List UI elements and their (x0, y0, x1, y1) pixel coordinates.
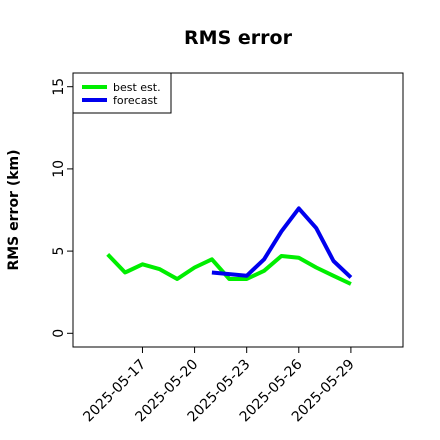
y-axis: 0 5 10 15 (51, 78, 74, 338)
y-tick-label: 15 (51, 78, 67, 96)
y-tick-label: 5 (51, 247, 67, 256)
plot-frame (72, 72, 404, 348)
series-line-1 (211, 206, 353, 279)
legend-box (72, 72, 172, 114)
y-tick-label: 10 (51, 160, 67, 178)
chart-title: RMS error (184, 27, 293, 49)
series-layer (106, 206, 353, 286)
legend: best est.forecast (72, 72, 172, 114)
legend-label: forecast (113, 94, 158, 107)
legend-label: best est. (113, 81, 161, 94)
series-line-0 (106, 253, 352, 286)
x-axis: 2025-05-172025-05-202025-05-232025-05-26… (80, 346, 358, 425)
y-axis-label: RMS error (km) (6, 149, 22, 270)
y-tick-label: 0 (51, 329, 67, 338)
